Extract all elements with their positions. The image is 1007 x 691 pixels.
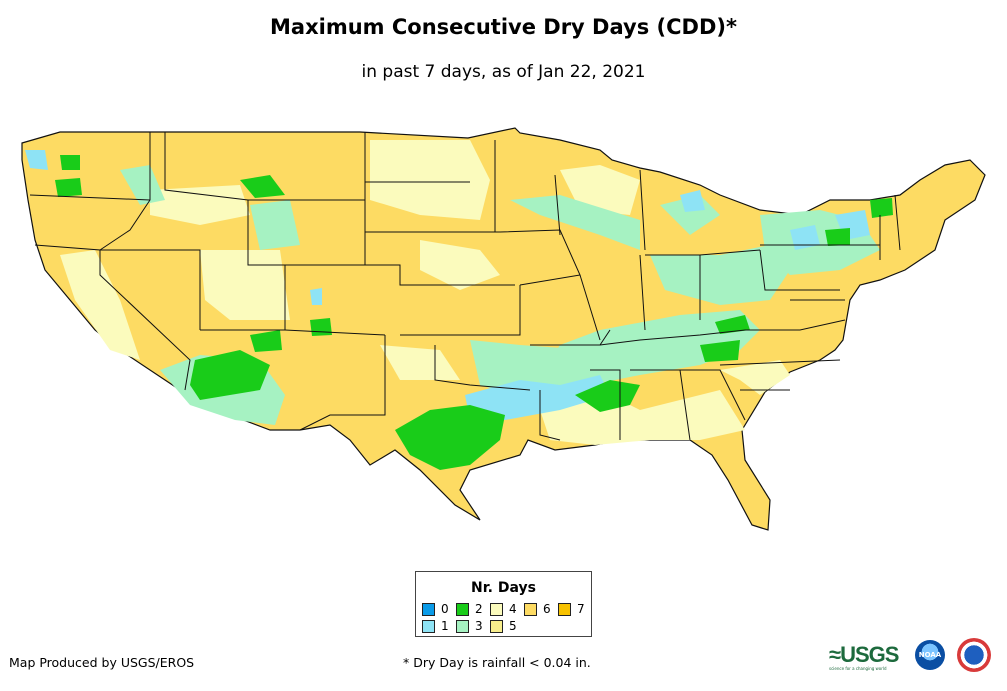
map-subtitle: in past 7 days, as of Jan 22, 2021 — [361, 62, 646, 82]
legend-item-0: 0 — [422, 602, 449, 616]
legend-swatch — [490, 602, 503, 616]
legend-swatch — [490, 619, 503, 633]
legend-item-5: 5 — [490, 619, 517, 633]
map-credit: Map Produced by USGS/EROS — [9, 655, 195, 670]
us-cdd-map — [21, 127, 986, 531]
legend: Nr. Days 0 1 2 3 4 5 6 — [415, 571, 592, 637]
usgs-logo: ≈USGS — [829, 642, 899, 667]
nws-logo — [957, 638, 991, 672]
legend-swatch — [422, 602, 435, 616]
legend-label: 1 — [441, 619, 449, 633]
noaa-logo: NOAA — [915, 640, 945, 670]
legend-swatch — [456, 602, 469, 616]
legend-item-2: 2 — [456, 602, 483, 616]
agency-logos: ≈USGS science for a changing world NOAA — [829, 638, 999, 678]
legend-swatch — [456, 619, 469, 633]
legend-swatch — [524, 602, 537, 616]
legend-label: 3 — [475, 619, 483, 633]
legend-swatch — [558, 602, 571, 616]
legend-label: 7 — [577, 602, 585, 616]
legend-label: 6 — [543, 602, 551, 616]
legend-item-4: 4 — [490, 602, 517, 616]
dry-days-4-5-areas — [60, 140, 790, 445]
legend-grid: 0 1 2 3 4 5 6 7 — [422, 602, 592, 636]
legend-item-6: 6 — [524, 602, 551, 616]
us-landmass — [21, 127, 986, 531]
legend-label: 4 — [509, 602, 517, 616]
map-title: Maximum Consecutive Dry Days (CDD)* — [270, 15, 737, 39]
state-borders — [29, 132, 901, 441]
legend-label: 5 — [509, 619, 517, 633]
dry-days-2-areas — [55, 155, 893, 470]
legend-title: Nr. Days — [471, 580, 536, 596]
legend-label: 2 — [475, 602, 483, 616]
dry-day-footnote: * Dry Day is rainfall < 0.04 in. — [403, 655, 591, 670]
dry-days-3-areas — [120, 165, 880, 425]
legend-item-1: 1 — [422, 619, 449, 633]
legend-item-3: 3 — [456, 619, 483, 633]
legend-item-7: 7 — [558, 602, 585, 616]
legend-swatch — [422, 619, 435, 633]
legend-label: 0 — [441, 602, 449, 616]
usgs-tagline: science for a changing world — [829, 666, 887, 671]
